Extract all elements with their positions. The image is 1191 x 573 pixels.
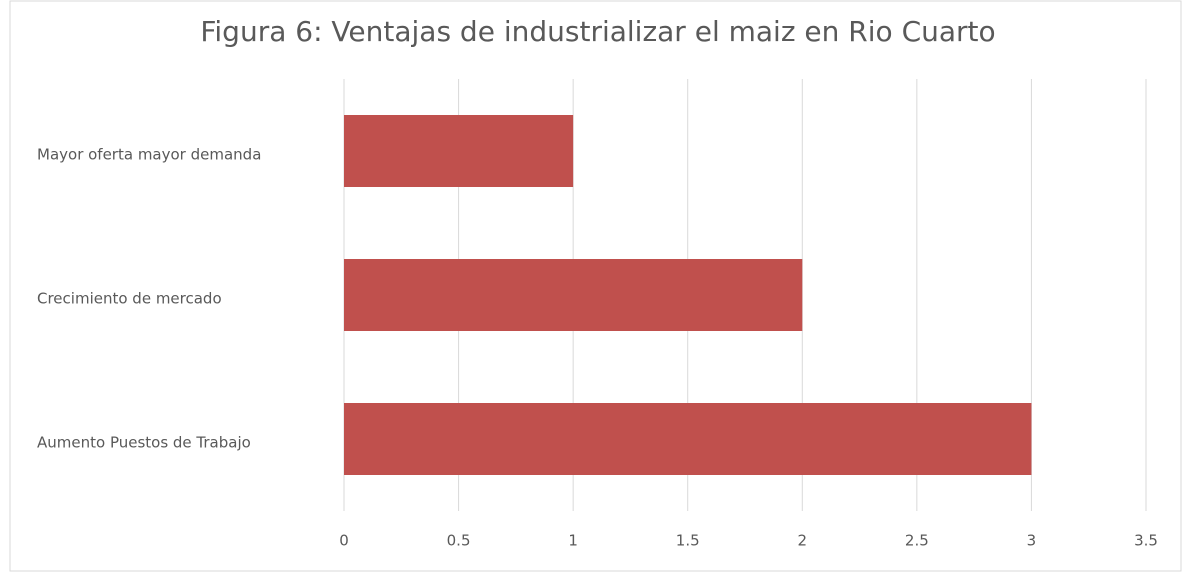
bar	[344, 259, 803, 331]
bar	[344, 403, 1032, 475]
chart-title: Figura 6: Ventajas de industrializar el …	[200, 15, 995, 48]
bar	[344, 115, 574, 187]
y-tick-label: Aumento Puestos de Trabajo	[37, 434, 251, 452]
x-tick-label: 0.5	[447, 532, 471, 550]
x-tick-label: 1	[568, 532, 578, 550]
x-tick-label: 0	[339, 532, 349, 550]
y-tick-label: Mayor oferta mayor demanda	[37, 146, 261, 164]
x-tick-label: 2.5	[905, 532, 929, 550]
x-tick-label: 3	[1027, 532, 1037, 550]
x-tick-label: 1.5	[676, 532, 700, 550]
y-tick-label: Crecimiento de mercado	[37, 290, 222, 308]
x-tick-label: 2	[798, 532, 808, 550]
x-tick-label: 3.5	[1134, 532, 1158, 550]
